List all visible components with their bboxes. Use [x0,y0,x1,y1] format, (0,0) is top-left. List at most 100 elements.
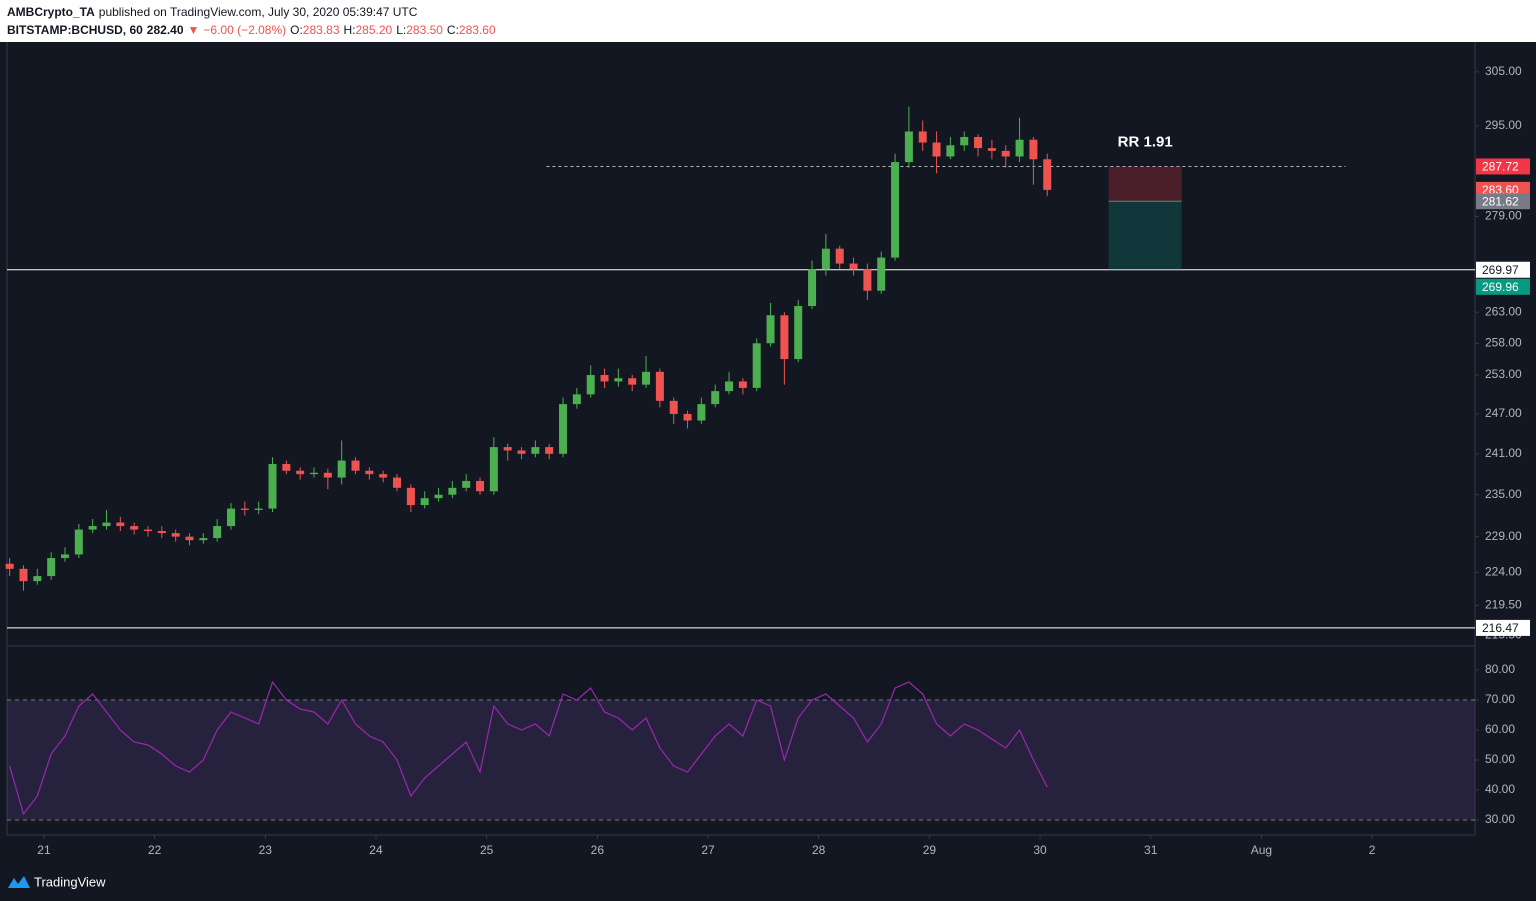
entry-price-label: 281.62 [1482,194,1519,208]
candle-body [337,460,346,478]
candle-body [835,248,844,264]
price: 282.40 [146,23,184,37]
candle-body [891,162,900,258]
risk-zone [1108,166,1182,202]
candle-body [33,576,42,582]
candle-body [766,315,775,344]
y-tick-label: 235.00 [1485,487,1522,501]
rsi-band [7,700,1475,820]
brand: TradingView [34,874,106,889]
candle-body [877,257,886,291]
y-tick-label: 219.50 [1485,598,1522,612]
hline-price-label-box [1476,619,1530,636]
candle-body [974,136,983,149]
candle-body [669,400,678,414]
x-tick-label: Aug [1251,843,1272,857]
y-tick-label: 305.00 [1485,64,1522,78]
candle-body [130,526,139,530]
candle-body [144,529,153,531]
candle-body [47,558,56,577]
candle-body [323,472,332,478]
stop-price-label: 287.72 [1482,160,1519,174]
x-tick-label: 26 [591,843,605,857]
candle-body [88,526,97,530]
rsi-y-tick-label: 40.00 [1485,782,1515,796]
candle-body [821,248,830,270]
y-tick-label: 253.00 [1485,367,1522,381]
candle-body [462,480,471,488]
candle-body [1043,159,1052,190]
candle-body [586,375,595,395]
candle-body [1015,139,1024,157]
candle-body [752,343,761,388]
logo-icon [8,876,30,888]
header-line-2: BITSTAMP:BCHUSD, 60 282.40 ▼ −6.00 (−2.08%)… [7,23,500,37]
candle-body [808,269,817,307]
candle-body [393,477,402,488]
candle-body [697,404,706,421]
chart-background [0,42,1536,901]
candle-body [213,526,222,539]
hline-price-label: 216.47 [1482,621,1519,635]
candle-body [738,381,747,388]
candle-body [655,371,664,401]
candle-body [116,522,125,527]
candle-body [19,568,28,582]
candle-body [60,554,69,559]
o-label: O: [290,23,303,37]
rr-label: RR 1.91 [1118,133,1173,150]
logo: TradingView [8,874,106,889]
candle-body [1001,150,1010,157]
x-tick-label: 31 [1144,843,1158,857]
rsi-y-tick-label: 80.00 [1485,662,1515,676]
y-tick-label: 247.00 [1485,406,1522,420]
y-tick-label: 224.00 [1485,565,1522,579]
x-tick-label: 28 [812,843,826,857]
high: 285.20 [355,23,393,37]
candle-body [946,145,955,157]
candle-body [794,306,803,360]
candle-body [780,315,789,360]
candle-body [642,371,651,385]
candle-body [310,472,319,475]
candle-body [5,563,14,569]
candle-body [987,148,996,151]
candle-body [711,391,720,405]
y-tick-label: 229.00 [1485,529,1522,543]
candle-body [448,487,457,495]
c-label: C: [446,23,459,37]
candle-body [476,480,485,492]
candle-body [240,508,249,510]
x-tick-label: 22 [148,843,162,857]
target-price-label: 269.96 [1482,280,1519,294]
arrow: ▼ [187,23,200,37]
candle-body [254,508,263,510]
rsi-y-tick-label: 60.00 [1485,722,1515,736]
target-price-label-box [1476,278,1530,295]
published: published on TradingView.com, July 30, 2… [98,5,418,19]
open: 283.83 [302,23,340,37]
y-tick-label: 241.00 [1485,446,1522,460]
candle-body [227,508,236,527]
entry-price-label-box [1476,193,1530,210]
x-tick-label: 2 [1369,843,1376,857]
hline-price-label-box [1476,261,1530,278]
x-tick-label: 27 [701,843,715,857]
candle-body [74,529,83,555]
candle-body [628,378,637,385]
candle-body [918,131,927,143]
hline-price-label: 269.97 [1482,263,1519,277]
candle-body [171,533,180,537]
h-label: H: [343,23,356,37]
symbol: BITSTAMP:BCHUSD, 60 [7,23,143,37]
low: 283.50 [406,23,443,37]
candle-body [379,474,388,478]
candle-body [157,530,166,534]
candle-body [185,536,194,541]
stop-price-label-box [1476,158,1530,175]
candle-body [406,487,415,506]
candle-body [559,404,568,454]
candle-body [932,142,941,157]
author[interactable]: AMBCrypto_TA [7,5,95,19]
